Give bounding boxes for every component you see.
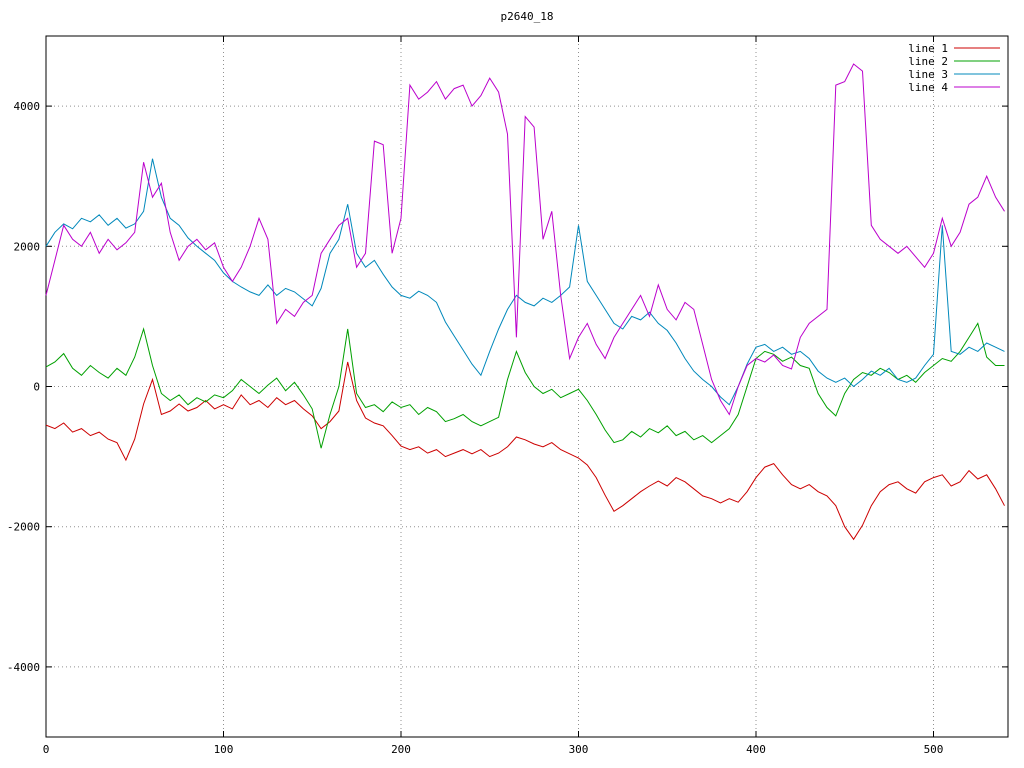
legend-label: line 1 bbox=[908, 42, 948, 55]
y-tick-label: 4000 bbox=[14, 100, 41, 113]
chart-title: p2640_18 bbox=[500, 10, 554, 23]
y-tick-label: 2000 bbox=[14, 240, 41, 253]
series-line-4 bbox=[45, 63, 1005, 416]
legend-label: line 3 bbox=[908, 68, 948, 81]
legend-label: line 4 bbox=[908, 81, 948, 94]
x-tick-label: 300 bbox=[569, 743, 589, 756]
x-tick-label: 200 bbox=[391, 743, 411, 756]
series-line-1 bbox=[45, 361, 1005, 541]
x-tick-label: 500 bbox=[924, 743, 944, 756]
x-tick-label: 0 bbox=[43, 743, 50, 756]
series-line-2 bbox=[45, 322, 1005, 449]
x-tick-label: 100 bbox=[214, 743, 234, 756]
y-tick-label: -4000 bbox=[7, 661, 40, 674]
series-line-3 bbox=[45, 158, 1005, 406]
legend-label: line 2 bbox=[908, 55, 948, 68]
y-tick-label: -2000 bbox=[7, 521, 40, 534]
x-tick-label: 400 bbox=[746, 743, 766, 756]
y-tick-label: 0 bbox=[33, 381, 40, 394]
